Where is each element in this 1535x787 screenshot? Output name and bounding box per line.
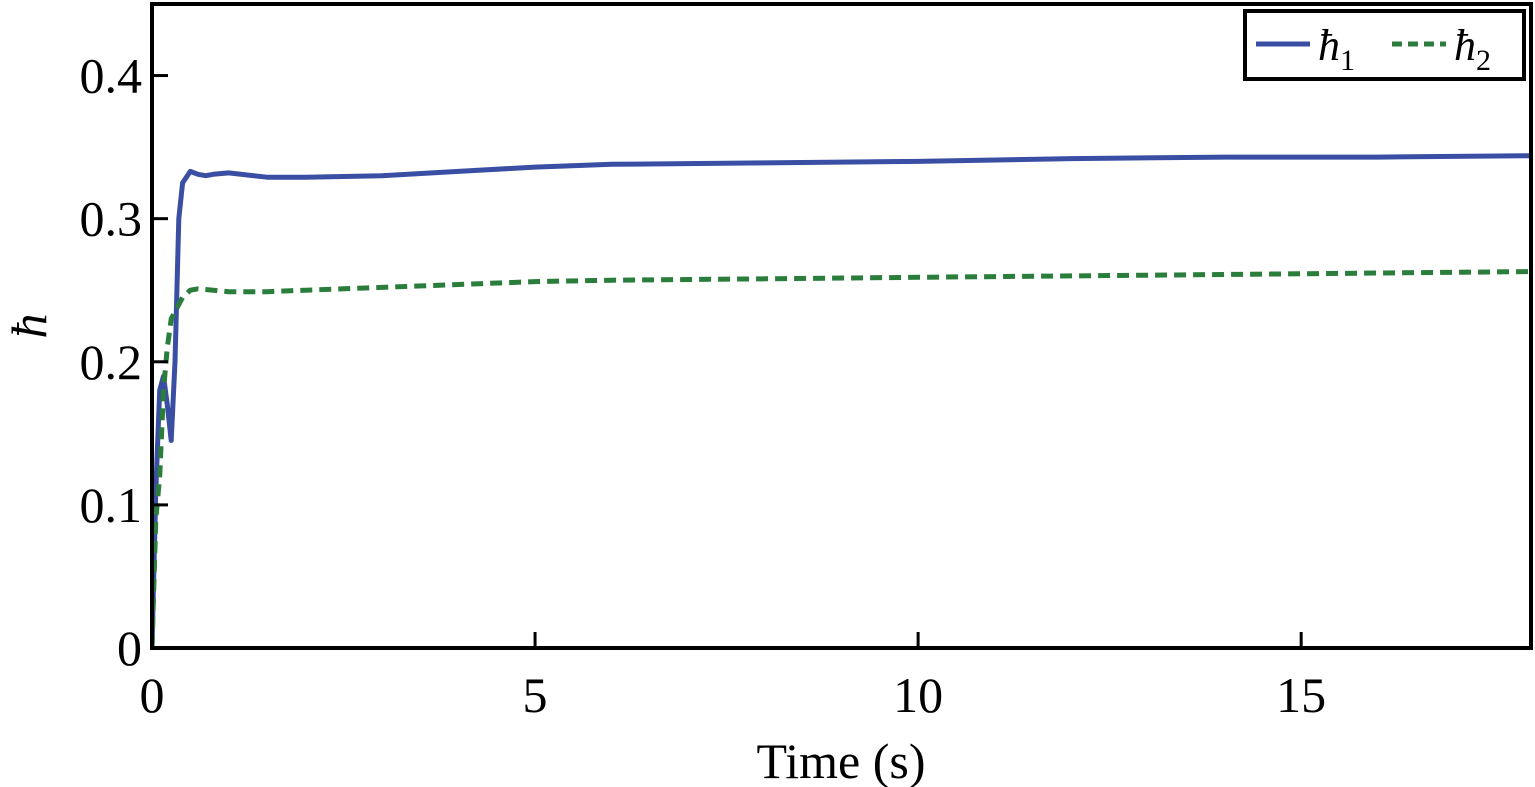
x-tick-label: 10 [893,667,943,723]
legend-label-subscript: 2 [1476,44,1491,77]
y-tick-label: 0.1 [80,477,143,533]
x-tick-label: 15 [1276,667,1326,723]
series-line-2 [152,269,1531,648]
legend-label-symbol: ħ [1318,21,1340,70]
plot-area-frame [150,2,1533,650]
series-layer [152,153,1531,648]
x-tick-label: 0 [140,667,165,723]
legend: ħ1 ħ2 [1243,9,1526,81]
y-tick-label: 0.2 [80,334,143,390]
y-tick-label: 0.4 [80,48,143,104]
y-axis: 0 0.1 0.2 0.3 0.4 [80,48,168,676]
y-tick-label: 0 [117,620,142,676]
x-tick-label: 5 [523,667,548,723]
x-axis-label: Time (s) [756,733,925,787]
legend-label-1: ħ1 [1318,21,1355,77]
series-line-1 [152,153,1531,648]
legend-label-symbol: ħ [1454,21,1476,70]
y-axis-label: ħ [1,314,57,339]
legend-label-subscript: 1 [1340,44,1355,77]
legend-label-2: ħ2 [1454,21,1491,77]
y-tick-label: 0.3 [80,191,143,247]
x-axis: 0 5 10 15 [140,632,1326,723]
